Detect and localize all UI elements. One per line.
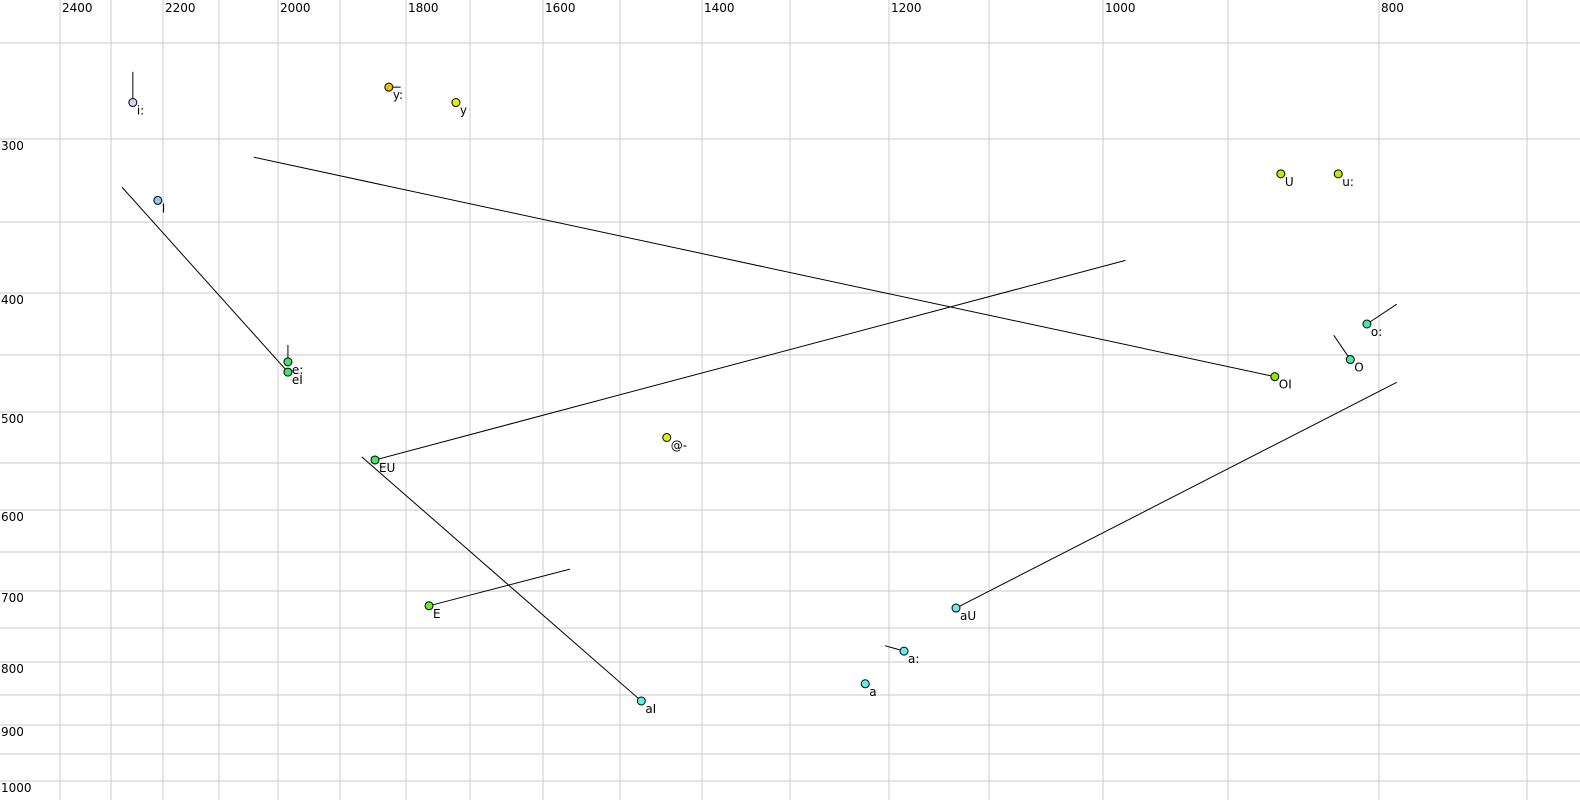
vowel-point: u: <box>1333 169 1354 189</box>
vowel-point: i: <box>128 98 144 118</box>
vowel-point: aU <box>951 603 976 623</box>
vowel-label: y: <box>393 88 403 102</box>
vowel-trajectory <box>374 259 1126 461</box>
vowel-marker <box>153 195 163 205</box>
vowel-marker <box>1345 355 1355 365</box>
vowel-marker <box>636 696 646 706</box>
vowel-trajectory <box>253 156 1275 378</box>
vowel-marker <box>662 433 672 442</box>
vowel-marker <box>1362 319 1372 329</box>
x-tick-label: 800 <box>1381 1 1404 15</box>
vowel-trajectory <box>955 381 1397 609</box>
vowel-trajectory <box>428 568 571 607</box>
vowel-point: e: <box>283 357 303 377</box>
vowel-marker <box>860 679 870 689</box>
vowel-point: O <box>1345 355 1364 375</box>
vowel-point: eI <box>283 367 303 387</box>
vowel-label: e: <box>292 363 303 377</box>
vowel-point: EU <box>370 455 395 475</box>
x-tick-label: 1200 <box>891 1 922 15</box>
vowel-marker <box>951 603 961 613</box>
y-tick-label: 900 <box>1 725 24 739</box>
vowel-label: OI <box>1279 378 1292 392</box>
vowel-label: a: <box>908 652 919 666</box>
vowel-point: OI <box>1270 372 1292 392</box>
vowel-label: i: <box>137 104 144 118</box>
x-tick-label: 2000 <box>280 1 311 15</box>
vowel-label: O <box>1354 361 1363 375</box>
x-tick-label: 1800 <box>408 1 439 15</box>
vowel-point: y <box>451 98 467 118</box>
vowel-marker <box>283 367 293 377</box>
y-tick-label: 400 <box>1 293 24 307</box>
vowel-marker <box>283 357 293 367</box>
vowel-marker <box>1270 372 1280 382</box>
x-tick-label: 1400 <box>704 1 735 15</box>
y-tick-label: 300 <box>1 139 24 153</box>
x-tick-label: 2200 <box>165 1 196 15</box>
vowel-marker <box>451 98 461 108</box>
vowel-label: o: <box>1371 325 1382 339</box>
vowel-marker <box>128 98 138 108</box>
trajectories <box>121 71 1398 702</box>
vowel-point: a: <box>899 646 919 666</box>
vowel-marker <box>424 601 434 611</box>
vowel-marker <box>899 646 909 656</box>
vowel-point: U <box>1276 169 1294 189</box>
vowel-label: u: <box>1342 175 1354 189</box>
vowel-marker <box>370 455 380 465</box>
vowel-point: E <box>424 601 441 621</box>
vowel-trajectory <box>1366 303 1398 325</box>
y-tick-label: 500 <box>1 412 24 426</box>
vowel-marker <box>1276 169 1286 179</box>
vowel-label: @- <box>671 439 687 453</box>
y-tick-label: 1000 <box>1 781 32 795</box>
vowel-point: y: <box>384 82 403 102</box>
vowel-label: EU <box>379 461 395 475</box>
x-tick-label: 1600 <box>545 1 576 15</box>
vowel-label: a <box>869 685 876 699</box>
vowel-label: I <box>162 201 166 215</box>
vowel-label: U <box>1285 175 1294 189</box>
y-tick-label: 800 <box>1 662 24 676</box>
vowel-point: o: <box>1362 319 1382 339</box>
vowel-label: y <box>460 104 467 118</box>
vowel-marker <box>1333 169 1343 179</box>
vowel-trajectory <box>361 456 642 702</box>
vowel-trajectory <box>121 186 289 373</box>
y-tick-label: 700 <box>1 591 24 605</box>
x-axis-ticks: 2400 2200 2000 1800 1600 1400 1200 1000 800 <box>62 1 1404 15</box>
vowel-label: E <box>433 607 441 621</box>
y-axis-ticks: 300 400 500 600 700 800 900 1000 <box>1 139 32 795</box>
x-tick-label: 2400 <box>62 1 93 15</box>
vowel-marker <box>384 82 394 92</box>
vowel-label: aU <box>960 609 976 623</box>
vowel-point: aI <box>636 696 656 716</box>
vowel-label: aI <box>645 702 656 716</box>
x-tick-label: 1000 <box>1105 1 1136 15</box>
vowel-trajectory <box>1333 334 1351 360</box>
vowel-point: I <box>153 195 166 215</box>
vowel-label: eI <box>292 373 303 387</box>
vowel-point: a <box>860 679 877 699</box>
vowel-points: i: y: y Ie:eI U u: o: O OI EU @- E aU a: a aI <box>128 82 1382 716</box>
y-tick-label: 600 <box>1 510 24 524</box>
vowel-point: @- <box>662 433 687 453</box>
